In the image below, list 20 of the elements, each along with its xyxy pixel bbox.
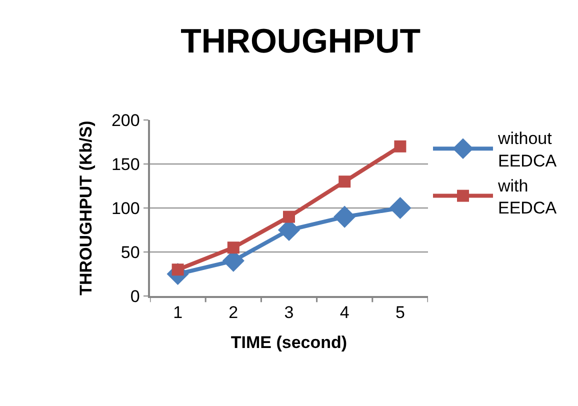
chart-title: THROUGHPUT (180, 22, 421, 60)
x-tick-label: 3 (284, 303, 294, 322)
y-tick-label: 100 (111, 198, 140, 218)
y-tick-label: 0 (130, 286, 140, 306)
x-tick-label: 5 (395, 303, 405, 322)
x-tick-label: 4 (340, 303, 350, 322)
x-tick-label: 1 (173, 303, 183, 322)
point (394, 140, 406, 152)
x-tick-label: 2 (228, 303, 238, 322)
y-tick-label: 200 (111, 110, 140, 130)
point (334, 206, 356, 228)
y-axis-title: THROUGHPUT (Kb/S) (76, 120, 96, 296)
legend-label: with EEDCA (497, 176, 558, 218)
x-axis-title: TIME (second) (230, 333, 348, 352)
y-tick-label: 50 (120, 242, 140, 262)
point (338, 176, 351, 188)
point (283, 210, 295, 223)
y-tick-label: 150 (111, 154, 140, 174)
point (227, 242, 240, 254)
point (389, 196, 412, 220)
